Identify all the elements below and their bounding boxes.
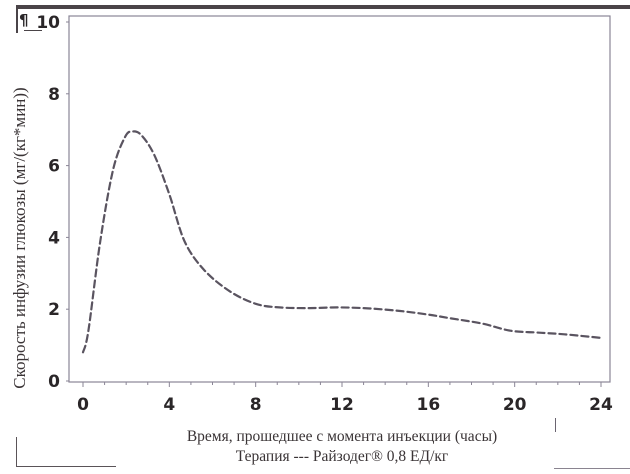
text-cursor-mark: [555, 418, 556, 432]
plot-frame: [68, 15, 611, 383]
chart-caption: Терапия --- Райзодег® 0,8 ЕД/кг: [235, 448, 449, 465]
x-axis-label: Время, прошедшее с момента инъекции (час…: [186, 428, 498, 445]
crop-mark-bottom-left-vertical: [16, 437, 17, 467]
y-tick-label: 0: [48, 372, 60, 392]
x-tick-label: 24: [589, 395, 613, 415]
x-tick-label: 0: [77, 395, 89, 415]
x-tick-label: 12: [330, 395, 354, 415]
y-axis-label: Скорость инфузии глюкозы (мг/(кг*мин)): [10, 87, 29, 389]
y-tick-label: 10: [36, 13, 60, 33]
x-tick-label: 4: [163, 395, 175, 415]
x-axis: 0 4 8 12 16 20 24: [77, 382, 613, 415]
y-tick-label: 2: [48, 300, 60, 320]
pilcrow-icon: ¶: [19, 11, 29, 29]
pilcrow-underline: [24, 30, 42, 31]
page-left-rule: [16, 5, 18, 33]
series-line-rayzodeg: [81, 130, 603, 354]
x-tick-label: 20: [503, 395, 527, 415]
page-top-rule: [16, 5, 630, 9]
y-tick-label: 8: [48, 85, 60, 105]
x-tick-label: 8: [250, 395, 262, 415]
y-tick-label: 4: [48, 228, 60, 248]
crop-mark-bottom-right: [554, 468, 630, 469]
y-tick-label: 6: [48, 157, 60, 177]
crop-mark-bottom-left-horizontal: [16, 466, 116, 467]
x-tick-label: 16: [416, 395, 440, 415]
y-axis: 0 2 4 6 8 10: [36, 13, 69, 392]
